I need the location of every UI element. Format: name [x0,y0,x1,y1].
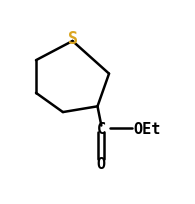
Text: O: O [97,156,106,171]
Text: C: C [97,121,106,136]
Text: S: S [67,30,77,48]
Text: OEt: OEt [133,121,160,136]
